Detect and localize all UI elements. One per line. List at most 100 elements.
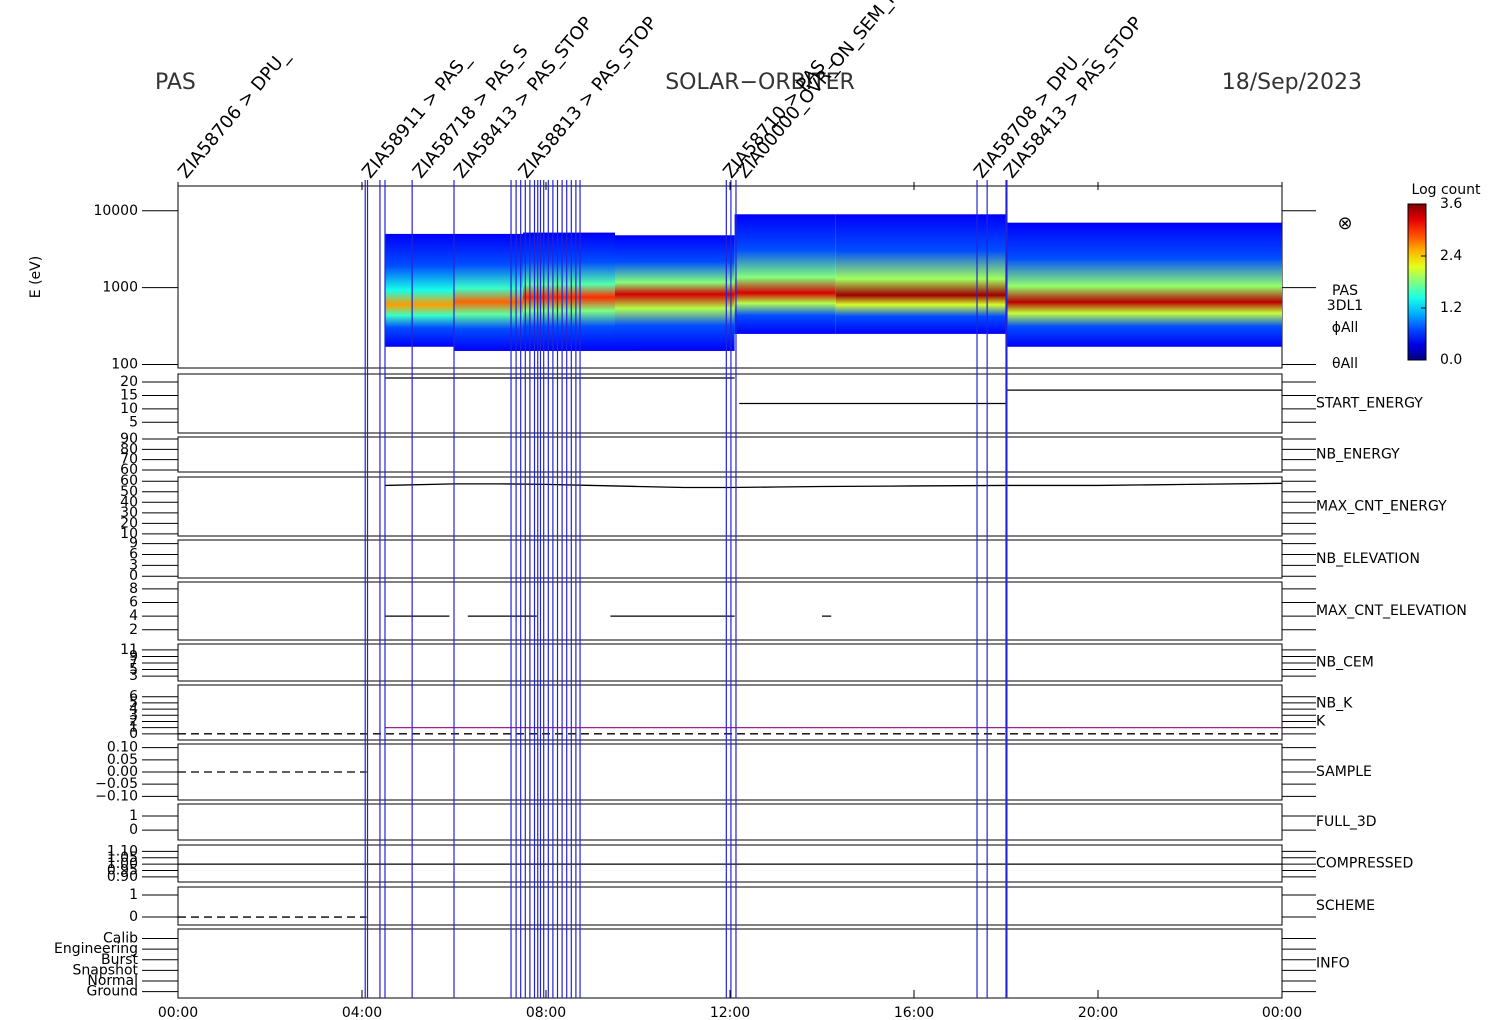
y-tick-label: 15 xyxy=(120,387,138,403)
y-tick-label: Ground xyxy=(87,984,139,1000)
y-tick-label: 60 xyxy=(120,473,138,489)
y-tick-label: 20 xyxy=(120,515,138,531)
x-tick-label: 20:00 xyxy=(1078,1005,1118,1020)
y-tick-label: 8 xyxy=(129,581,138,597)
spectrogram-cell xyxy=(835,214,1006,334)
panel-frame xyxy=(177,928,1283,999)
panel-frame xyxy=(177,643,1283,682)
y-tick-label: 3 xyxy=(129,557,138,573)
y-tick-label: 70 xyxy=(120,452,138,468)
colorbar-tick-label: 3.6 xyxy=(1440,196,1462,212)
panel-frame xyxy=(177,436,1283,473)
spectrogram-cell xyxy=(523,232,615,351)
y-tick-label: 0.95 xyxy=(107,863,138,879)
y-tick-label: 3 xyxy=(129,707,138,723)
panel-frame xyxy=(177,476,1283,537)
spectrogram-cell xyxy=(385,233,454,347)
panel-label: MAX_CNT_ELEVATION xyxy=(1316,603,1467,619)
y-tick-label: 0 xyxy=(129,726,138,742)
colorbar xyxy=(1407,203,1427,361)
panel-frame xyxy=(177,803,1283,841)
y-tick-label: 20 xyxy=(120,374,138,390)
y-tick-label: 0.10 xyxy=(107,740,138,756)
panel-label: START_ENERGY xyxy=(1316,396,1423,412)
panel-frame xyxy=(177,539,1283,579)
annotation: ZIA58706 > DPU_ xyxy=(174,45,294,182)
y-tick-label: 90 xyxy=(120,431,138,447)
panel-label: PAS xyxy=(1332,283,1358,299)
y-tick-label: 0.00 xyxy=(107,764,138,780)
x-tick-label: 16:00 xyxy=(894,1005,934,1020)
colorbar-title: Log count xyxy=(1412,182,1481,198)
y-tick-label: 1 xyxy=(129,887,138,903)
y-tick-label: 5 xyxy=(129,414,138,430)
y-tick-label: 60 xyxy=(120,462,138,478)
y-tick-label: 1.00 xyxy=(107,856,138,872)
y-tick-label: −0.05 xyxy=(95,776,138,792)
y-tick-label: 80 xyxy=(120,441,138,457)
y-tick-label: 9 xyxy=(129,536,138,552)
y-tick-label: −0.10 xyxy=(95,788,138,804)
y-tick-label: 2 xyxy=(129,622,138,638)
spectrogram-cell xyxy=(1006,222,1282,347)
y-tick-label: 6 xyxy=(129,546,138,562)
panel-label: NB_ENERGY xyxy=(1316,447,1400,463)
y-tick-label: 100 xyxy=(111,356,138,372)
panel-label: SAMPLE xyxy=(1316,764,1372,780)
panel-frame xyxy=(177,743,1283,801)
y-tick-label: 50 xyxy=(120,484,138,500)
y-tick-label: 0 xyxy=(129,909,138,925)
panel-frame xyxy=(177,684,1283,741)
y-tick-label: 9 xyxy=(129,648,138,664)
y-tick-label: Normal xyxy=(87,973,138,989)
annotation: ZIA58413 > PAS_STOP xyxy=(1000,13,1147,183)
y-tick-label: Burst xyxy=(101,952,139,968)
panel-symbol: ⊗ xyxy=(1337,213,1352,234)
header-date: 18/Sep/2023 xyxy=(1222,70,1362,95)
y-tick-label: Engineering xyxy=(54,941,138,957)
x-tick-label: 00:00 xyxy=(158,1005,198,1020)
colorbar-tick-label: 2.4 xyxy=(1440,248,1462,264)
y-tick-label: 1 xyxy=(129,808,138,824)
y-tick-label: 1.05 xyxy=(107,850,138,866)
header-center: SOLAR−ORBITER xyxy=(665,70,855,95)
data-line xyxy=(385,377,1282,405)
panel-label: SCHEME xyxy=(1316,898,1375,914)
y-tick-label: 3 xyxy=(129,668,138,684)
y-tick-label: 5 xyxy=(129,695,138,711)
y-tick-label: 1.10 xyxy=(107,843,138,859)
y-tick-label: 0.90 xyxy=(107,869,138,885)
panel-label: FULL_3D xyxy=(1316,814,1377,830)
panel-label: COMPRESSED xyxy=(1316,856,1413,872)
y-tick-label: 0 xyxy=(129,568,138,584)
y-tick-label: 4 xyxy=(129,701,138,717)
panel-frame xyxy=(177,886,1283,926)
x-tick-label: 00:00 xyxy=(1262,1005,1302,1020)
y-tick-label: 0.05 xyxy=(107,752,138,768)
panel-frame xyxy=(177,373,1283,434)
data-line xyxy=(384,482,1283,489)
x-tick-label: 04:00 xyxy=(342,1005,382,1020)
spectrogram-cell xyxy=(454,233,523,351)
y-tick-label: 1 xyxy=(129,720,138,736)
header-left: PAS xyxy=(155,70,196,95)
y-tick-label: 10 xyxy=(120,401,138,417)
panel-label: MAX_CNT_ENERGY xyxy=(1316,499,1447,515)
y-tick-label: 10 xyxy=(120,526,138,542)
colorbar-tick-label: 0.0 xyxy=(1440,352,1462,368)
y-tick-label: 30 xyxy=(120,505,138,521)
panel-label: NB_ELEVATION xyxy=(1316,551,1420,567)
y-tick-label: Calib xyxy=(103,931,138,947)
panel-label: K xyxy=(1316,714,1326,730)
x-tick-label: 12:00 xyxy=(710,1005,750,1020)
panel-label: INFO xyxy=(1316,956,1350,972)
panel-label: NB_K xyxy=(1316,695,1353,711)
panel-label: NB_CEM xyxy=(1316,655,1374,671)
panel-frame xyxy=(177,581,1283,641)
y-tick-label: 7 xyxy=(129,655,138,671)
y-tick-label: 40 xyxy=(120,494,138,510)
y-tick-label: 5 xyxy=(129,662,138,678)
x-tick-label: 08:00 xyxy=(526,1005,566,1020)
y-tick-label: 11 xyxy=(120,642,138,658)
